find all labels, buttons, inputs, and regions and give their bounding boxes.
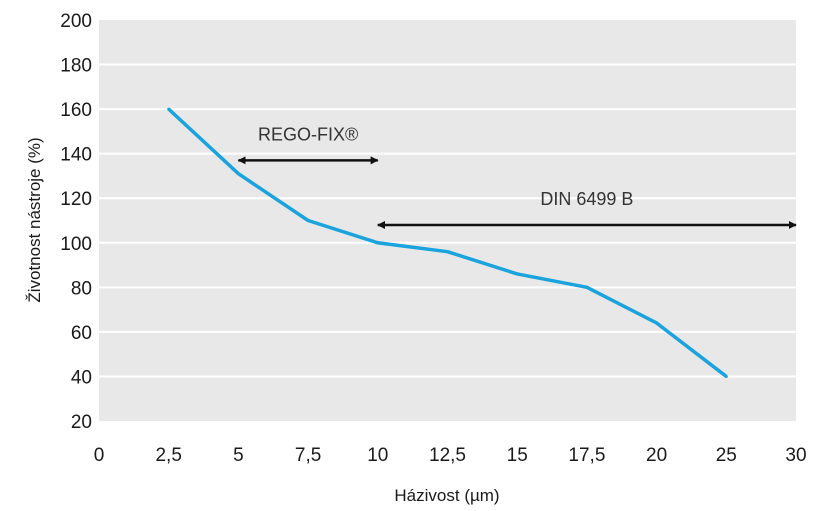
data-point: [446, 250, 449, 254]
x-tick-label: 7,5: [295, 445, 321, 466]
y-tick-label: 180: [60, 56, 92, 77]
x-axis-label: Házivost (µm): [394, 486, 499, 505]
x-tick-label: 10: [367, 445, 388, 466]
annotation-label: DIN 6499 B: [540, 189, 633, 209]
annotations-group: REGO-FIX® DIN 6499 B: [237, 124, 797, 229]
x-tick-label: 5: [233, 445, 244, 466]
y-axis-label: Životnost nástroje (%): [25, 137, 44, 302]
series-group: [167, 107, 728, 378]
x-tick-label: 25: [716, 445, 737, 466]
x-tick-label: 17,5: [568, 445, 605, 466]
data-point: [655, 321, 659, 325]
data-point: [585, 285, 589, 289]
y-axis-ticks: 20 40 60 80 100 120 140 160 180 200: [60, 11, 92, 433]
y-tick-label: 40: [71, 367, 92, 388]
x-tick-label: 2,5: [155, 445, 181, 466]
y-tick-label: 160: [60, 100, 92, 121]
data-point: [515, 272, 519, 276]
x-axis-ticks: 0 2,5 5 7,5 10 12,5 15 17,5 20 25 30: [94, 445, 807, 466]
y-tick-label: 20: [71, 412, 92, 433]
x-tick-label: 0: [94, 445, 105, 466]
data-point: [376, 241, 380, 245]
x-tick-label: 12,5: [429, 445, 466, 466]
y-tick-label: 60: [71, 323, 92, 344]
plot-area: [99, 20, 796, 421]
data-point: [236, 172, 240, 176]
y-tick-label: 80: [71, 278, 92, 299]
x-tick-label: 15: [507, 445, 528, 466]
y-tick-label: 200: [60, 11, 92, 32]
y-tick-label: 140: [60, 145, 92, 166]
data-point: [306, 219, 310, 222]
data-point: [167, 107, 171, 111]
data-point: [724, 374, 728, 378]
y-tick-label: 120: [60, 189, 92, 210]
x-tick-label: 30: [785, 445, 806, 466]
annotation-label: REGO-FIX®: [258, 124, 358, 144]
y-tick-label: 100: [60, 234, 92, 255]
x-tick-label: 20: [646, 445, 667, 466]
